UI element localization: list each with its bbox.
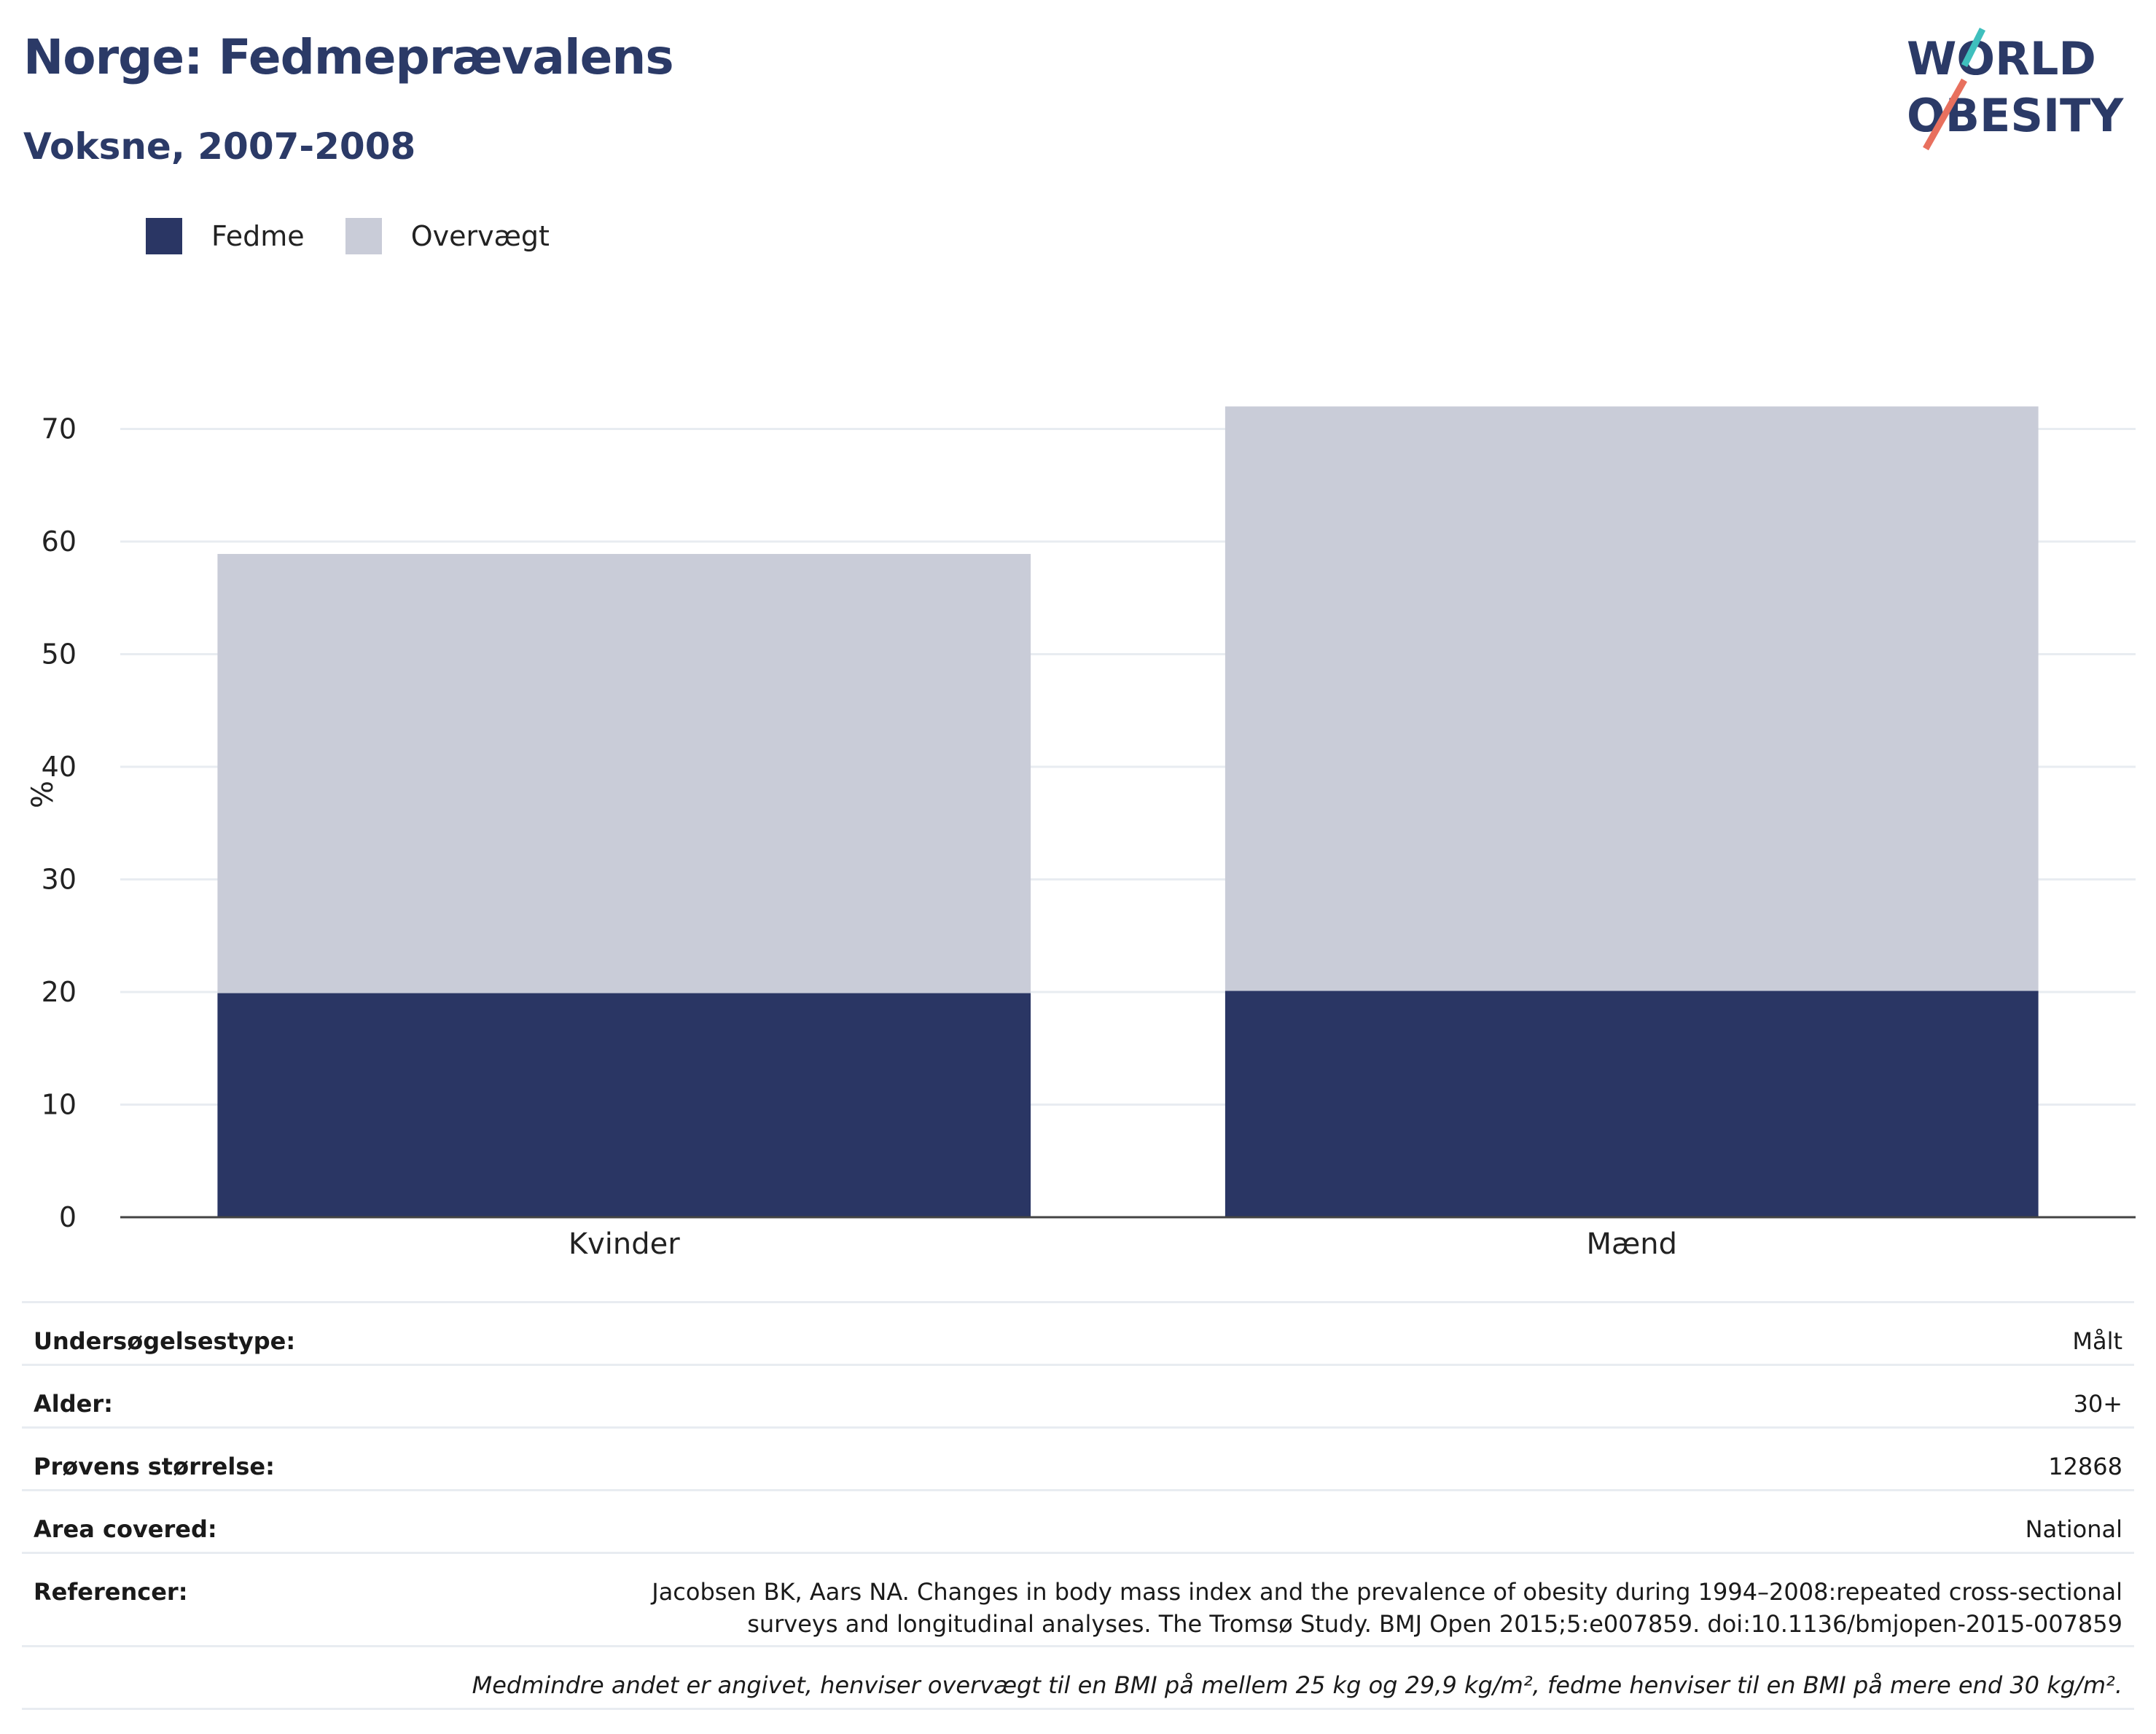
y-tick-label: 70 <box>42 413 77 445</box>
legend-label-overvaegt: Overvægt <box>410 220 550 252</box>
world-obesity-logo: WORLD OBESITY <box>1907 27 2124 151</box>
info-key: Referencer: <box>22 1552 555 1647</box>
x-tick-label: Mænd <box>1586 1227 1677 1261</box>
legend-item-fedme[interactable]: Fedme <box>146 218 305 254</box>
y-tick-label: 50 <box>42 638 77 671</box>
bar-fedme <box>1225 991 2039 1217</box>
page-title: Norge: Fedmeprævalens <box>23 29 674 85</box>
chart-legend: Fedme Overvægt <box>146 216 590 257</box>
info-row-survey-type: Undersøgelsestype: Målt <box>22 1301 2134 1365</box>
legend-label-fedme: Fedme <box>211 220 305 252</box>
info-row-area: Area covered: National <box>22 1489 2134 1553</box>
info-value: Målt <box>555 1301 2134 1365</box>
info-key: Alder: <box>22 1364 555 1428</box>
info-row-note: Medmindre andet er angivet, henviser ove… <box>22 1645 2134 1710</box>
info-key: Area covered: <box>22 1489 555 1553</box>
info-key: Undersøgelsestype: <box>22 1301 555 1365</box>
y-tick-label: 0 <box>59 1201 77 1233</box>
info-key: Prøvens størrelse: <box>22 1426 555 1491</box>
bar-chart: 0 10 20 30 40 50 60 70% Kvinder Mænd <box>26 406 2136 1261</box>
bar-fedme <box>217 993 1031 1217</box>
info-row-sample-size: Prøvens størrelse: 12868 <box>22 1426 2134 1491</box>
page-subtitle: Voksne, 2007-2008 <box>23 125 416 168</box>
bar-overvaegt <box>217 553 1031 993</box>
info-value: Jacobsen BK, Aars NA. Changes in body ma… <box>555 1552 2134 1647</box>
logo-slash-teal <box>1961 27 1986 68</box>
info-value: 12868 <box>555 1426 2134 1491</box>
logo-line1: WORLD <box>1907 32 2096 85</box>
info-row-references: Referencer: Jacobsen BK, Aars NA. Change… <box>22 1552 2134 1647</box>
legend-swatch-overvaegt <box>345 218 382 254</box>
info-table: Undersøgelsestype: Målt Alder: 30+ Prøve… <box>22 1301 2134 1710</box>
definition-note: Medmindre andet er angivet, henviser ove… <box>22 1645 2134 1710</box>
y-tick-label: 40 <box>42 751 77 783</box>
legend-item-overvaegt[interactable]: Overvægt <box>345 218 550 254</box>
bar-overvaegt <box>1225 406 2039 991</box>
info-value: National <box>555 1489 2134 1553</box>
x-tick-label: Kvinder <box>569 1227 680 1261</box>
y-axis-label: % <box>26 781 60 808</box>
y-tick-label: 30 <box>42 864 77 896</box>
y-tick-label: 20 <box>42 976 77 1008</box>
logo-slash-coral <box>1923 78 1967 151</box>
y-tick-label: 60 <box>42 526 77 558</box>
info-row-age: Alder: 30+ <box>22 1364 2134 1428</box>
legend-swatch-fedme <box>146 218 182 254</box>
info-value: 30+ <box>555 1364 2134 1428</box>
y-tick-label: 10 <box>42 1089 77 1121</box>
